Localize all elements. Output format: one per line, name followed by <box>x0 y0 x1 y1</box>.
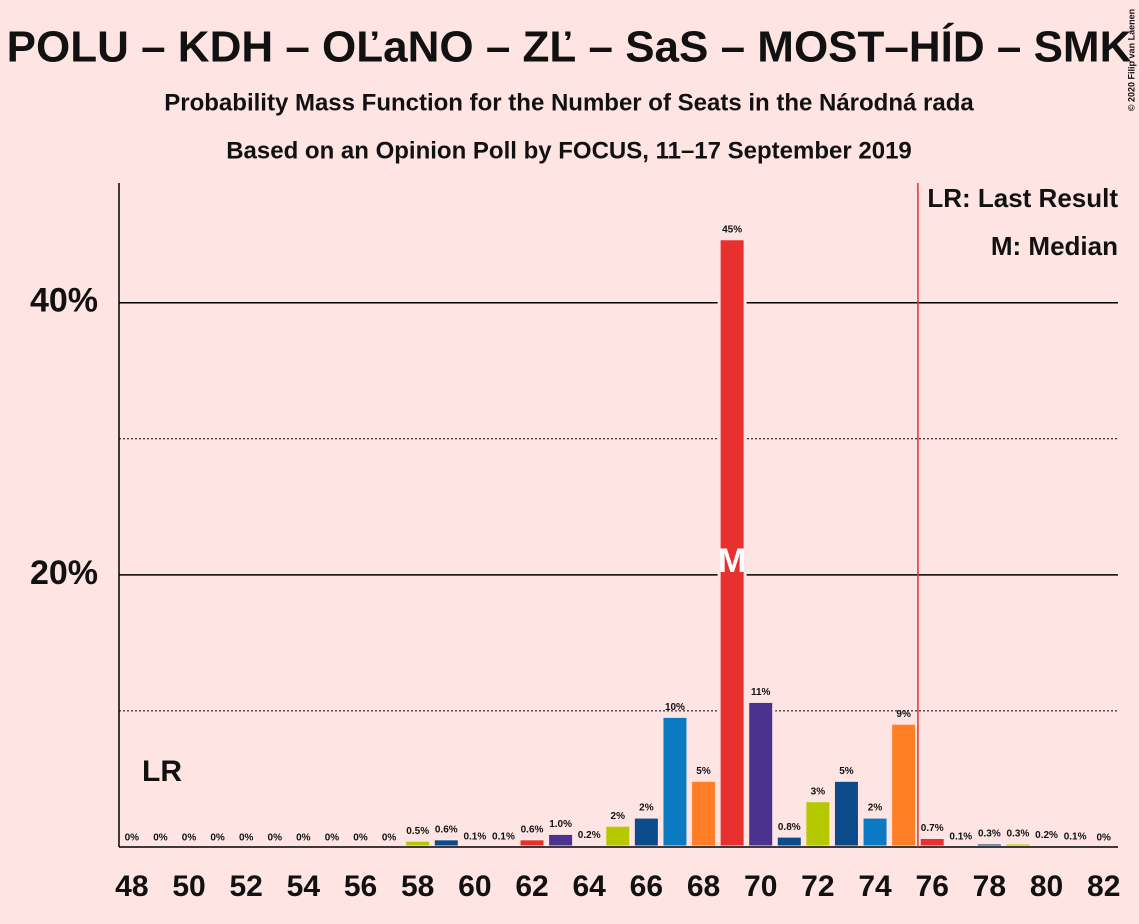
value-label: 0% <box>268 833 283 844</box>
value-label: 3% <box>811 786 826 797</box>
x-tick-label: 66 <box>630 870 663 903</box>
bar <box>431 837 461 849</box>
value-label: 2% <box>639 803 654 814</box>
lr-label: LR <box>142 755 182 788</box>
x-tick-label: 82 <box>1087 870 1120 903</box>
bar <box>660 714 690 849</box>
value-label: 0% <box>125 833 140 844</box>
x-tick-label: 48 <box>115 870 148 903</box>
value-label: 0.1% <box>492 831 515 842</box>
bar <box>774 834 804 849</box>
x-tick-label: 72 <box>801 870 834 903</box>
x-tick-label: 78 <box>973 870 1006 903</box>
value-label: 0.2% <box>1035 830 1058 841</box>
legend-entry: LR: Last Result <box>927 183 1118 213</box>
bar <box>889 721 919 849</box>
value-label: 0% <box>239 833 254 844</box>
y-tick-label: 40% <box>30 282 98 320</box>
value-label: 0.8% <box>778 822 801 833</box>
value-label: 0% <box>325 833 340 844</box>
bar <box>917 835 947 849</box>
value-label: 0.3% <box>1007 829 1030 840</box>
y-tick-label: 20% <box>30 554 98 592</box>
x-tick-label: 64 <box>573 870 607 903</box>
value-label: 0.6% <box>521 824 544 835</box>
x-tick-label: 50 <box>172 870 205 903</box>
bar <box>746 699 776 849</box>
x-tick-label: 60 <box>458 870 491 903</box>
legend-entry: M: Median <box>991 231 1118 261</box>
bar <box>603 823 633 849</box>
x-tick-label: 62 <box>515 870 548 903</box>
x-tick-label: 68 <box>687 870 720 903</box>
chart-title: POLU – KDH – OĽaNO – ZĽ – SaS – MOST–HÍD… <box>7 22 1132 72</box>
x-tick-label: 76 <box>916 870 949 903</box>
value-label: 0.6% <box>435 824 458 835</box>
copyright: © 2020 Filip van Laenen <box>1126 9 1136 111</box>
median-marker: M <box>718 542 746 580</box>
x-tick-label: 58 <box>401 870 434 903</box>
value-label: 5% <box>696 766 711 777</box>
value-label: 0.1% <box>949 831 972 842</box>
bar <box>631 815 661 849</box>
bar <box>831 778 861 849</box>
value-label: 0% <box>353 833 368 844</box>
bar <box>689 778 719 849</box>
bar <box>803 799 833 849</box>
value-label: 0% <box>182 833 197 844</box>
value-label: 0% <box>296 833 311 844</box>
x-tick-label: 70 <box>744 870 777 903</box>
bar <box>546 831 576 849</box>
value-label: 0.1% <box>1064 831 1087 842</box>
x-tick-label: 52 <box>230 870 263 903</box>
bar <box>403 838 433 849</box>
value-label: 0.5% <box>406 826 429 837</box>
bar <box>860 815 890 849</box>
chart-subtitle: Probability Mass Function for the Number… <box>164 89 974 116</box>
value-label: 0% <box>210 833 225 844</box>
x-tick-label: 54 <box>287 870 321 903</box>
value-label: 9% <box>896 709 911 720</box>
value-label: 5% <box>839 766 854 777</box>
chart-subtitle: Based on an Opinion Poll by FOCUS, 11–17… <box>226 137 912 164</box>
value-label: 0.2% <box>578 830 601 841</box>
value-label: 0.3% <box>978 829 1001 840</box>
x-tick-label: 74 <box>858 870 892 903</box>
value-label: 2% <box>611 811 626 822</box>
x-tick-label: 80 <box>1030 870 1063 903</box>
value-label: 0% <box>382 833 397 844</box>
value-label: 10% <box>665 702 685 713</box>
value-label: 1.0% <box>549 819 572 830</box>
bar <box>717 237 747 849</box>
value-label: 0% <box>153 833 168 844</box>
value-label: 0.1% <box>463 831 486 842</box>
value-label: 2% <box>868 803 883 814</box>
x-tick-label: 56 <box>344 870 377 903</box>
value-label: 45% <box>722 224 742 235</box>
bar <box>517 837 547 849</box>
value-label: 0.7% <box>921 823 944 834</box>
value-label: 0% <box>1096 833 1111 844</box>
value-label: 11% <box>751 687 771 698</box>
